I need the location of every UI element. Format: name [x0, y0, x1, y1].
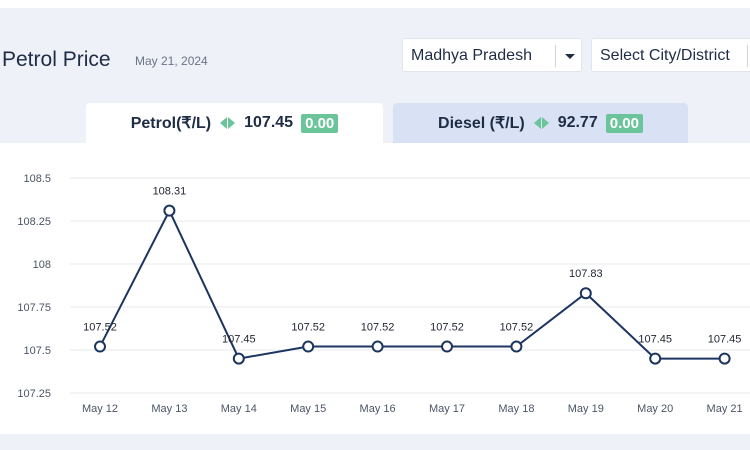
data-point [163, 204, 176, 217]
y-tick-label: 108.5 [23, 173, 51, 185]
y-tick-label: 107.75 [17, 302, 51, 314]
data-label: 107.52 [83, 322, 117, 334]
tab-diesel[interactable]: Diesel (₹/L) 92.77 0.00 [393, 103, 688, 143]
x-tick-label: May 20 [637, 403, 673, 415]
data-label: 107.45 [222, 334, 256, 346]
state-select-value: Madhya Pradesh [411, 47, 532, 64]
data-point [232, 352, 245, 365]
data-point [302, 340, 315, 353]
select-divider [747, 45, 748, 67]
price-date: May 21, 2024 [135, 54, 208, 68]
x-tick-label: May 21 [707, 403, 743, 415]
top-strip [0, 0, 750, 8]
data-point [649, 352, 662, 365]
city-select-value: Select City/District [600, 47, 730, 64]
x-tick-label: May 17 [429, 403, 465, 415]
data-point [579, 287, 592, 300]
chevron-down-icon [565, 54, 575, 59]
tab-petrol[interactable]: Petrol(₹/L) 107.45 0.00 [86, 103, 383, 143]
data-label: 107.45 [708, 334, 742, 346]
tab-diesel-change-badge: 0.00 [605, 113, 643, 133]
city-select[interactable]: Select City/District [591, 38, 750, 72]
x-tick-label: May 16 [360, 403, 396, 415]
data-label: 107.52 [361, 322, 395, 334]
data-label: 107.83 [569, 268, 603, 280]
select-divider [555, 45, 556, 67]
change-arrows-icon [533, 117, 549, 129]
tab-petrol-label: Petrol(₹/L) [130, 115, 212, 132]
y-tick-label: 108.25 [17, 216, 51, 228]
data-point [718, 352, 731, 365]
data-point [510, 340, 523, 353]
chart-panel: 107.25 107.5 107.75 108 108.25 108.5 May 12 May… [0, 143, 750, 434]
x-tick-label: May 12 [82, 403, 118, 415]
y-tick-label: 108 [33, 259, 51, 271]
tab-diesel-price: 92.77 [557, 114, 598, 131]
change-arrows-icon [220, 117, 236, 129]
data-label: 107.52 [500, 322, 534, 334]
data-label: 107.52 [291, 322, 325, 334]
data-point [371, 340, 384, 353]
data-point [441, 340, 453, 353]
data-point [94, 340, 106, 353]
tab-petrol-change-badge: 0.00 [301, 113, 339, 133]
x-tick-label: May 19 [568, 403, 604, 415]
y-tick-label: 107.25 [17, 388, 51, 400]
price-line-chart: 107.25 107.5 107.75 108 108.25 108.5 May 12 May… [17, 173, 750, 415]
data-label: 107.52 [430, 322, 464, 334]
tab-diesel-label: Diesel (₹/L) [438, 115, 525, 132]
page-title: Petrol Price [2, 48, 111, 71]
state-select[interactable]: Madhya Pradesh [402, 38, 582, 72]
y-tick-label: 107.5 [23, 345, 51, 357]
x-tick-label: May 13 [151, 403, 187, 415]
x-tick-label: May 18 [498, 403, 534, 415]
x-tick-label: May 14 [221, 403, 257, 415]
series-line [99, 208, 725, 360]
data-label: 107.45 [638, 334, 672, 346]
x-tick-label: May 15 [290, 403, 326, 415]
price-header: Petrol Price May 21, 2024 Madhya Pradesh… [0, 22, 750, 100]
data-label: 108.31 [153, 186, 187, 198]
tab-petrol-price: 107.45 [244, 114, 294, 131]
